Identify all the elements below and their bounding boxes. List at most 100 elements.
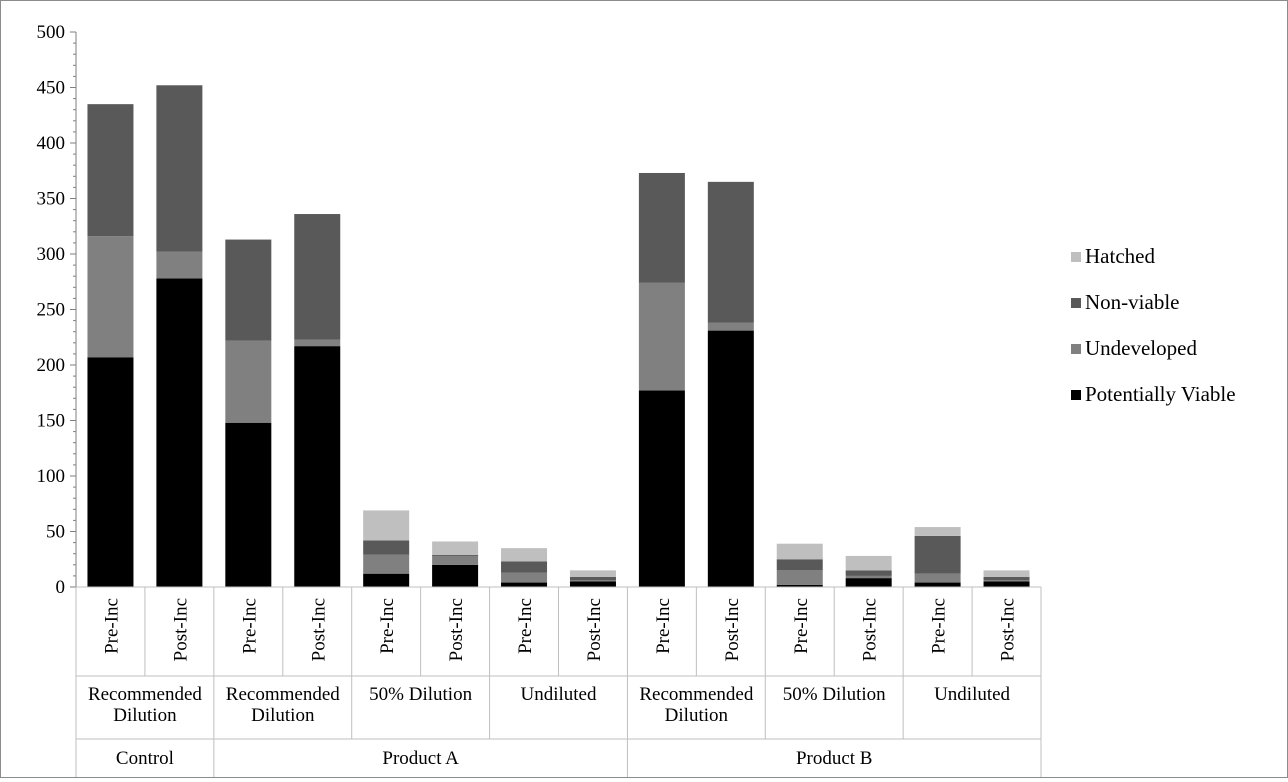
bar-segment	[707, 181, 754, 323]
bar-segment	[225, 239, 272, 341]
bar-segment	[776, 570, 823, 585]
bar-segment	[294, 346, 341, 587]
legend-label: Non-viable	[1085, 290, 1180, 314]
bar-segment	[156, 85, 203, 252]
bar-segment	[638, 390, 685, 587]
bar-segment	[914, 527, 961, 536]
y-tick-label: 50	[46, 522, 65, 543]
bar-segment	[983, 570, 1030, 578]
x-category-label: Post-Inc	[722, 598, 743, 661]
bar-segment	[87, 104, 134, 237]
bar-segment	[569, 580, 616, 582]
bar-segment	[225, 422, 272, 587]
x-category-label: Post-Inc	[584, 598, 605, 661]
x-category-label: Pre-Inc	[515, 598, 536, 654]
bar-segment	[707, 322, 754, 331]
bar-segment	[845, 578, 892, 587]
bar-segment	[501, 572, 548, 583]
y-tick-label: 0	[56, 577, 66, 598]
y-tick-label: 150	[37, 411, 66, 432]
x-category-label: Post-Inc	[308, 598, 329, 661]
y-tick-label: 300	[37, 244, 66, 265]
bar-segment	[363, 540, 410, 555]
x-product-label: Product A	[382, 748, 459, 769]
x-group-label: Undiluted	[521, 684, 597, 705]
bar-segment	[501, 561, 548, 573]
x-group-label: 50% Dilution	[783, 684, 886, 705]
bar-segment	[914, 573, 961, 583]
x-product-label: Control	[116, 748, 174, 769]
bar-segment	[363, 510, 410, 541]
y-tick-label: 500	[37, 22, 66, 43]
bar-segment	[363, 573, 410, 587]
legend-label: Undeveloped	[1085, 336, 1197, 360]
x-group-label: Dilution	[251, 705, 315, 726]
legend-item: Potentially Viable	[1071, 383, 1245, 405]
bar-segment	[776, 559, 823, 571]
bar-segment	[845, 575, 892, 579]
bar-segment	[432, 541, 479, 555]
y-tick-label: 200	[37, 355, 66, 376]
y-tick-label: 400	[37, 133, 66, 154]
y-tick-label: 350	[37, 189, 66, 210]
bar-segment	[776, 543, 823, 560]
x-group-label: Dilution	[113, 705, 177, 726]
bar-segment	[156, 278, 203, 587]
y-tick-label: 100	[37, 466, 66, 487]
x-group-label: Recommended	[639, 684, 753, 705]
legend-label: Hatched	[1085, 244, 1155, 268]
x-category-label: Pre-Inc	[653, 598, 674, 654]
bar-segment	[638, 172, 685, 283]
x-group-label: Undiluted	[934, 684, 1010, 705]
bar-segment	[845, 555, 892, 571]
x-category-label: Post-Inc	[860, 598, 881, 661]
legend-label: Potentially Viable	[1085, 382, 1236, 406]
bar-segment	[569, 581, 616, 587]
bar-segment	[914, 582, 961, 587]
x-category-label: Pre-Inc	[377, 598, 398, 654]
x-category-label: Pre-Inc	[101, 598, 122, 654]
x-category-label: Pre-Inc	[239, 598, 260, 654]
legend-item: Non-viable	[1071, 291, 1245, 313]
bar-segment	[432, 564, 479, 587]
legend-swatch	[1071, 390, 1081, 400]
bar-segment	[845, 570, 892, 576]
x-product-label: Product B	[796, 748, 873, 769]
x-group-label: Dilution	[665, 705, 729, 726]
bar-segment	[432, 554, 479, 556]
legend-item: Hatched	[1071, 245, 1245, 267]
x-category-label: Pre-Inc	[791, 598, 812, 654]
bar-segment	[776, 584, 823, 587]
legend: Hatched Non-viable Undeveloped Potentially …	[1071, 245, 1245, 429]
x-category-label: Post-Inc	[170, 598, 191, 661]
bar-segment	[983, 581, 1030, 587]
x-category-label: Post-Inc	[998, 598, 1019, 661]
bar-segment	[501, 548, 548, 562]
bar-segment	[87, 236, 134, 358]
bar-segment	[501, 582, 548, 587]
bar-segment	[569, 570, 616, 578]
bar-segment	[983, 580, 1030, 582]
bar-segment	[225, 340, 272, 423]
bar-segment	[983, 577, 1030, 581]
bar-segment	[707, 330, 754, 587]
bar-segment	[569, 577, 616, 581]
x-group-label: 50% Dilution	[369, 684, 472, 705]
x-group-label: Recommended	[88, 684, 202, 705]
bar-segment	[363, 554, 410, 574]
bar-segment	[914, 535, 961, 574]
x-category-label: Post-Inc	[446, 598, 467, 661]
y-tick-label: 250	[37, 300, 66, 321]
bar-segment	[294, 339, 341, 347]
legend-swatch	[1071, 298, 1081, 308]
x-group-label: Recommended	[226, 684, 340, 705]
bar-segment	[87, 357, 134, 587]
bar-segment	[294, 214, 341, 340]
bar-segment	[638, 282, 685, 391]
legend-swatch	[1071, 344, 1081, 354]
bar-segment	[156, 251, 203, 279]
legend-item: Undeveloped	[1071, 337, 1245, 359]
legend-swatch	[1071, 252, 1081, 262]
